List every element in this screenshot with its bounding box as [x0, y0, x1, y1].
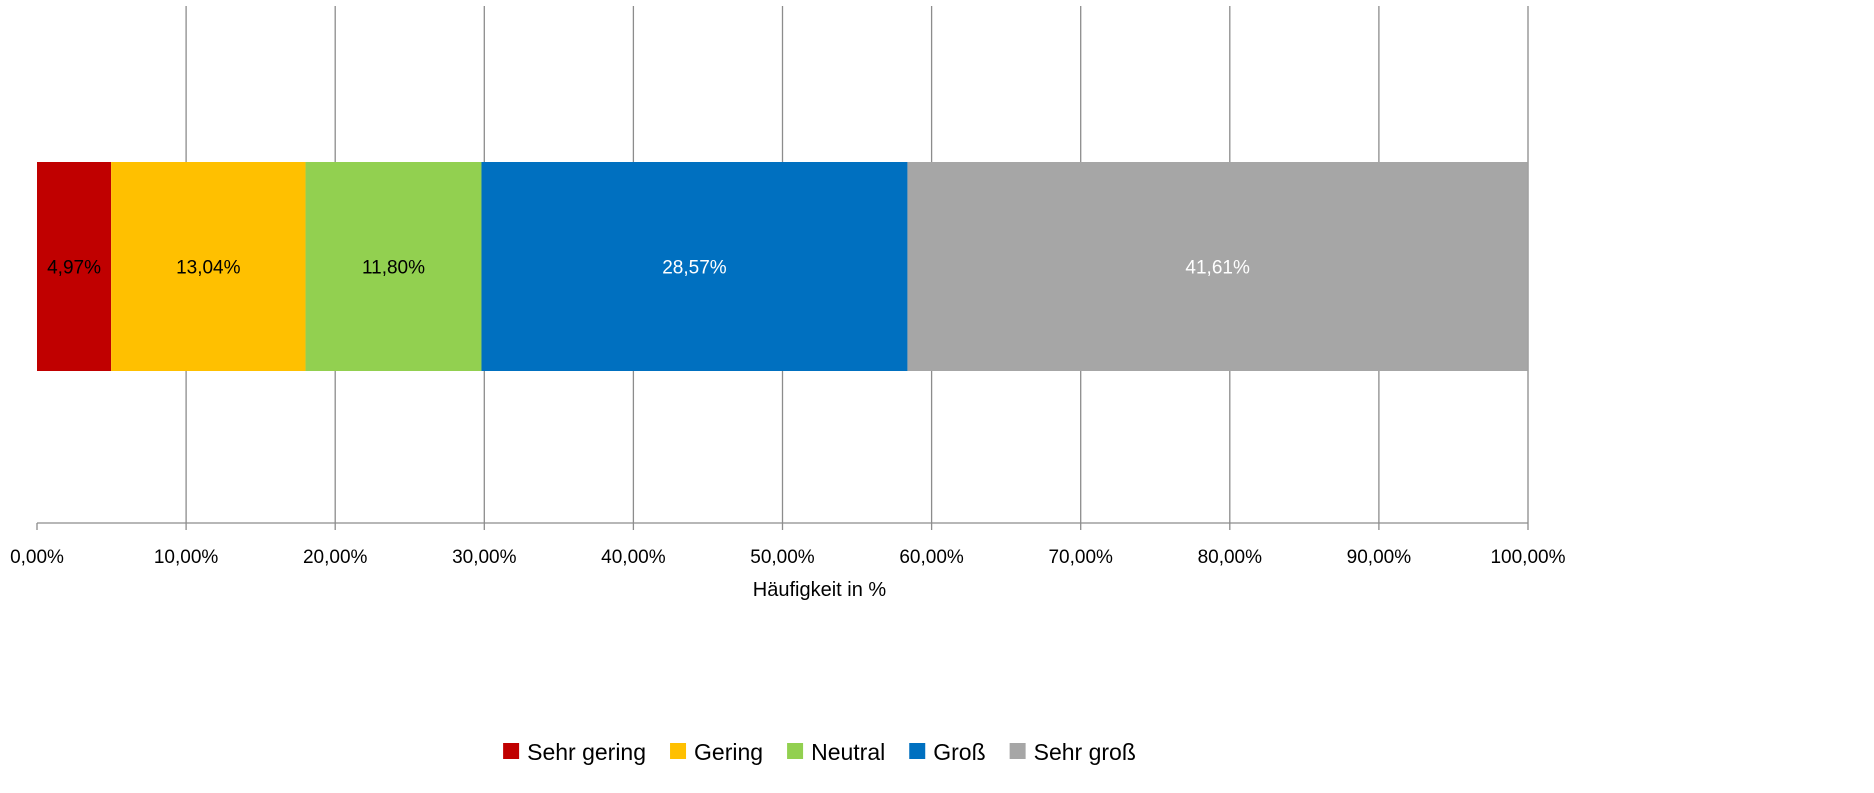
- x-tick-label: 0,00%: [10, 547, 64, 568]
- data-label: 11,80%: [362, 258, 425, 279]
- bar-segment: [305, 162, 482, 371]
- x-axis-title: Häufigkeit in %: [753, 579, 887, 601]
- legend-item: Sehr gering: [503, 739, 646, 765]
- x-tick-label: 60,00%: [899, 547, 964, 568]
- legend-swatch: [787, 743, 804, 759]
- x-tick-label: 30,00%: [452, 547, 517, 568]
- legend-swatch: [670, 743, 687, 759]
- legend-swatch: [503, 743, 520, 759]
- legend-item: Sehr groß: [1009, 739, 1136, 765]
- legend-item: Groß: [909, 739, 986, 765]
- x-tick-label: 70,00%: [1048, 547, 1113, 568]
- x-axis: 0,00% 10,00% 20,00% 30,00% 40,00% 50,00% 60,00…: [10, 522, 1566, 568]
- x-tick-label: 10,00%: [154, 547, 219, 568]
- data-label: 28,57%: [662, 258, 727, 279]
- x-tick-label: 90,00%: [1347, 547, 1412, 568]
- x-tick-label: 40,00%: [601, 547, 666, 568]
- bar-segment: [111, 162, 306, 371]
- legend-label: Gering: [694, 739, 763, 765]
- data-label: 4,97%: [47, 258, 101, 279]
- legend-label: Neutral: [811, 739, 885, 765]
- bar-segment: [907, 162, 1528, 371]
- x-tick-label: 80,00%: [1198, 547, 1263, 568]
- data-label: 41,61%: [1185, 258, 1250, 279]
- legend-item: Neutral: [787, 739, 885, 765]
- data-label: 13,04%: [176, 258, 241, 279]
- bar-segment: [37, 162, 112, 371]
- x-tick-label: 100,00%: [1490, 547, 1565, 568]
- legend-label: Groß: [933, 739, 985, 765]
- bars: 4,97% 13,04% 11,80% 28,57% 41,61%: [37, 162, 1528, 371]
- x-tick-label: 20,00%: [303, 547, 368, 568]
- legend-swatch: [909, 743, 926, 759]
- legend-swatch: [1009, 743, 1026, 759]
- bar-segment: [481, 162, 908, 371]
- legend-label: Sehr groß: [1034, 739, 1136, 765]
- legend-label: Sehr gering: [527, 739, 646, 765]
- legend: Sehr gering Gering Neutral Groß Sehr groß: [503, 739, 1136, 765]
- legend-item: Gering: [670, 739, 763, 765]
- x-tick-label: 50,00%: [750, 547, 815, 568]
